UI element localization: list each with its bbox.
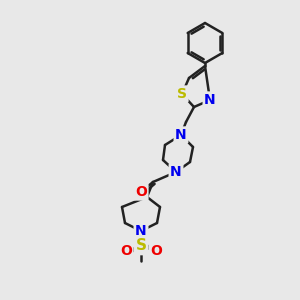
- Text: N: N: [204, 93, 216, 107]
- Text: N: N: [135, 224, 147, 238]
- Text: N: N: [170, 165, 182, 179]
- Text: S: S: [177, 87, 187, 101]
- Text: O: O: [135, 185, 147, 199]
- Text: O: O: [150, 244, 162, 258]
- Text: O: O: [120, 244, 132, 258]
- Text: S: S: [136, 238, 146, 253]
- Text: N: N: [175, 128, 187, 142]
